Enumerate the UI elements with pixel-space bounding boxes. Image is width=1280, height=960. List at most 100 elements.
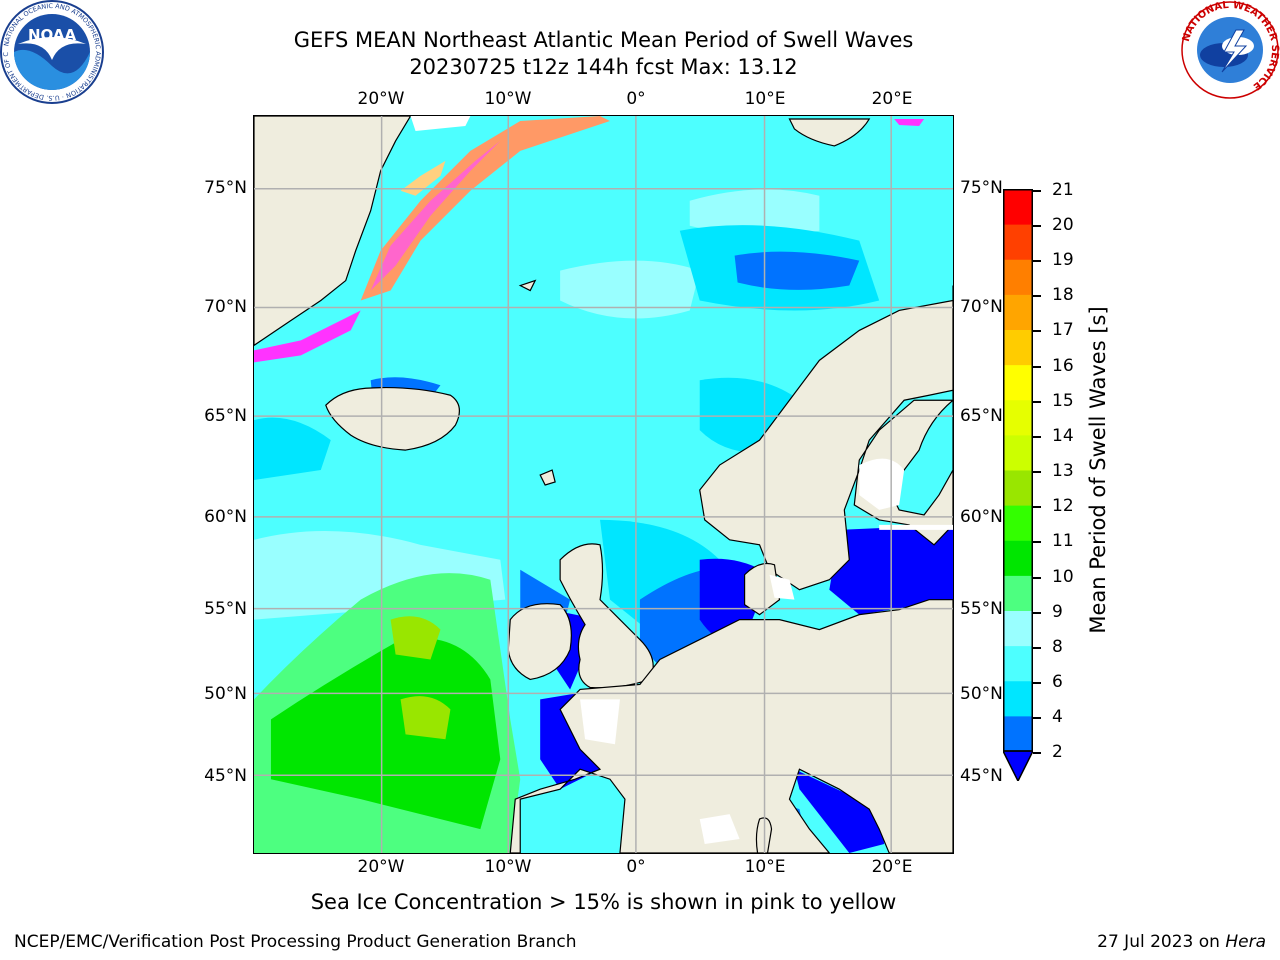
swell-period-map	[253, 115, 954, 854]
colorbar-segment	[1003, 610, 1033, 647]
colorbar-tick: 21	[1052, 180, 1074, 200]
lon-label-bottom: 10°W	[484, 857, 532, 877]
lon-label-top: 0°	[626, 89, 646, 109]
colorbar-tick-mark	[1033, 436, 1041, 438]
colorbar-tick-mark	[1033, 471, 1041, 473]
lat-label-right: 65°N	[960, 406, 1003, 426]
cyan-zone	[600, 519, 720, 640]
colorbar-segment	[1003, 434, 1033, 471]
colorbar-tick: 11	[1052, 531, 1074, 551]
greenland	[254, 116, 412, 347]
colorbar-under-triangle	[1003, 750, 1033, 781]
light-cyan-zone	[560, 260, 700, 319]
deep-blue-zone	[794, 769, 885, 853]
footer-host: Hera	[1225, 932, 1266, 952]
noaa-logo: NATIONAL OCEANIC AND ATMOSPHERIC ADMINIS…	[0, 0, 104, 104]
ireland	[507, 603, 572, 681]
colorbar-segment	[1003, 470, 1033, 506]
colorbar-tick: 17	[1052, 320, 1074, 340]
colorbar	[1003, 189, 1033, 781]
lat-label-left: 45°N	[204, 766, 247, 786]
colorbar-tick: 2	[1052, 742, 1063, 762]
lon-label-top: 20°E	[871, 89, 913, 109]
colorbar-tick: 9	[1052, 602, 1063, 622]
colorbar-tick: 15	[1052, 391, 1074, 411]
cyan-zone	[254, 417, 331, 481]
colorbar-tick-mark	[1033, 647, 1041, 649]
colorbar-tick: 19	[1052, 250, 1074, 270]
lat-label-left: 65°N	[204, 406, 247, 426]
lat-label-right: 60°N	[960, 507, 1003, 527]
colorbar-segment	[1003, 715, 1033, 752]
lon-label-top: 20°W	[357, 89, 405, 109]
colorbar-tick-mark	[1033, 330, 1041, 332]
colorbar-segment	[1003, 575, 1033, 611]
green-swell-zone	[390, 616, 441, 660]
lat-label-right: 45°N	[960, 766, 1003, 786]
colorbar-segment	[1003, 680, 1033, 717]
lon-label-bottom: 10°E	[744, 857, 786, 877]
colorbar-tick-mark	[1033, 717, 1041, 719]
lat-label-left: 75°N	[204, 178, 247, 198]
colorbar-tick-mark	[1033, 190, 1041, 192]
no-data-areas	[410, 116, 953, 845]
colorbar-tick: 4	[1052, 707, 1063, 727]
light-cyan-zone	[689, 189, 820, 235]
noaa-text: NOAA	[28, 26, 77, 44]
colorbar-tick: 6	[1052, 672, 1063, 692]
colorbar-segment	[1003, 259, 1033, 295]
colorbar-tick-mark	[1033, 612, 1041, 614]
lon-label-bottom: 20°W	[357, 857, 405, 877]
colorbar-segment	[1003, 294, 1033, 330]
footer-credit: NCEP/EMC/Verification Post Processing Pr…	[14, 932, 577, 952]
lat-label-left: 50°N	[204, 684, 247, 704]
colorbar-tick-mark	[1033, 225, 1041, 227]
lat-label-left: 70°N	[204, 297, 247, 317]
colorbar-tick-mark	[1033, 401, 1041, 403]
colorbar-tick-mark	[1033, 506, 1041, 508]
colorbar-tick: 10	[1052, 567, 1074, 587]
colorbar-segment	[1003, 329, 1033, 366]
green-swell-zone	[400, 696, 451, 740]
colorbar-segment	[1003, 224, 1033, 260]
colorbar-tick-mark	[1033, 295, 1041, 297]
colorbar-segment	[1003, 364, 1033, 401]
lat-label-right: 50°N	[960, 684, 1003, 704]
colorbar-tick-mark	[1033, 682, 1041, 684]
colorbar-label: Mean Period of Swell Waves [s]	[1086, 306, 1110, 634]
colorbar-segment	[1003, 505, 1033, 541]
blue-zone	[734, 251, 860, 290]
colorbar-tick-mark	[1033, 577, 1041, 579]
sea-ice-band	[254, 116, 925, 363]
lat-label-right: 70°N	[960, 297, 1003, 317]
svalbard	[788, 118, 871, 147]
sea-ice-caption: Sea Ice Concentration > 15% is shown in …	[310, 890, 897, 914]
lon-label-bottom: 20°E	[871, 857, 913, 877]
colorbar-tick: 18	[1052, 285, 1074, 305]
chart-subtitle: 20230725 t12z 144h fcst Max: 13.12	[409, 55, 798, 79]
lon-label-top: 10°E	[744, 89, 786, 109]
colorbar-tick: 16	[1052, 356, 1074, 376]
lat-label-left: 60°N	[204, 507, 247, 527]
lat-label-right: 55°N	[960, 599, 1003, 619]
footer-date: 27 Jul 2023 on Hera	[1097, 932, 1266, 952]
colorbar-segment	[1003, 189, 1033, 225]
land	[254, 116, 953, 853]
colorbar-tick-mark	[1033, 541, 1041, 543]
iceland-coast-islands	[518, 279, 537, 292]
colorbar-tick: 12	[1052, 496, 1074, 516]
colorbar-tick-mark	[1033, 366, 1041, 368]
colorbar-segment	[1003, 645, 1033, 682]
iceland	[325, 386, 460, 451]
colorbar-tick: 13	[1052, 461, 1074, 481]
green-swell-zone	[270, 637, 501, 830]
lon-label-top: 10°W	[484, 89, 532, 109]
colorbar-tick: 8	[1052, 637, 1063, 657]
colorbar-tick: 20	[1052, 215, 1074, 235]
chart-title: GEFS MEAN Northeast Atlantic Mean Period…	[293, 28, 914, 52]
lat-label-right: 75°N	[960, 178, 1003, 198]
colorbar-tick-mark	[1033, 752, 1041, 754]
colorbar-tick: 14	[1052, 426, 1074, 446]
lon-label-bottom: 0°	[626, 857, 646, 877]
nws-logo: NATIONAL WEATHER SERVICE	[1181, 0, 1280, 99]
